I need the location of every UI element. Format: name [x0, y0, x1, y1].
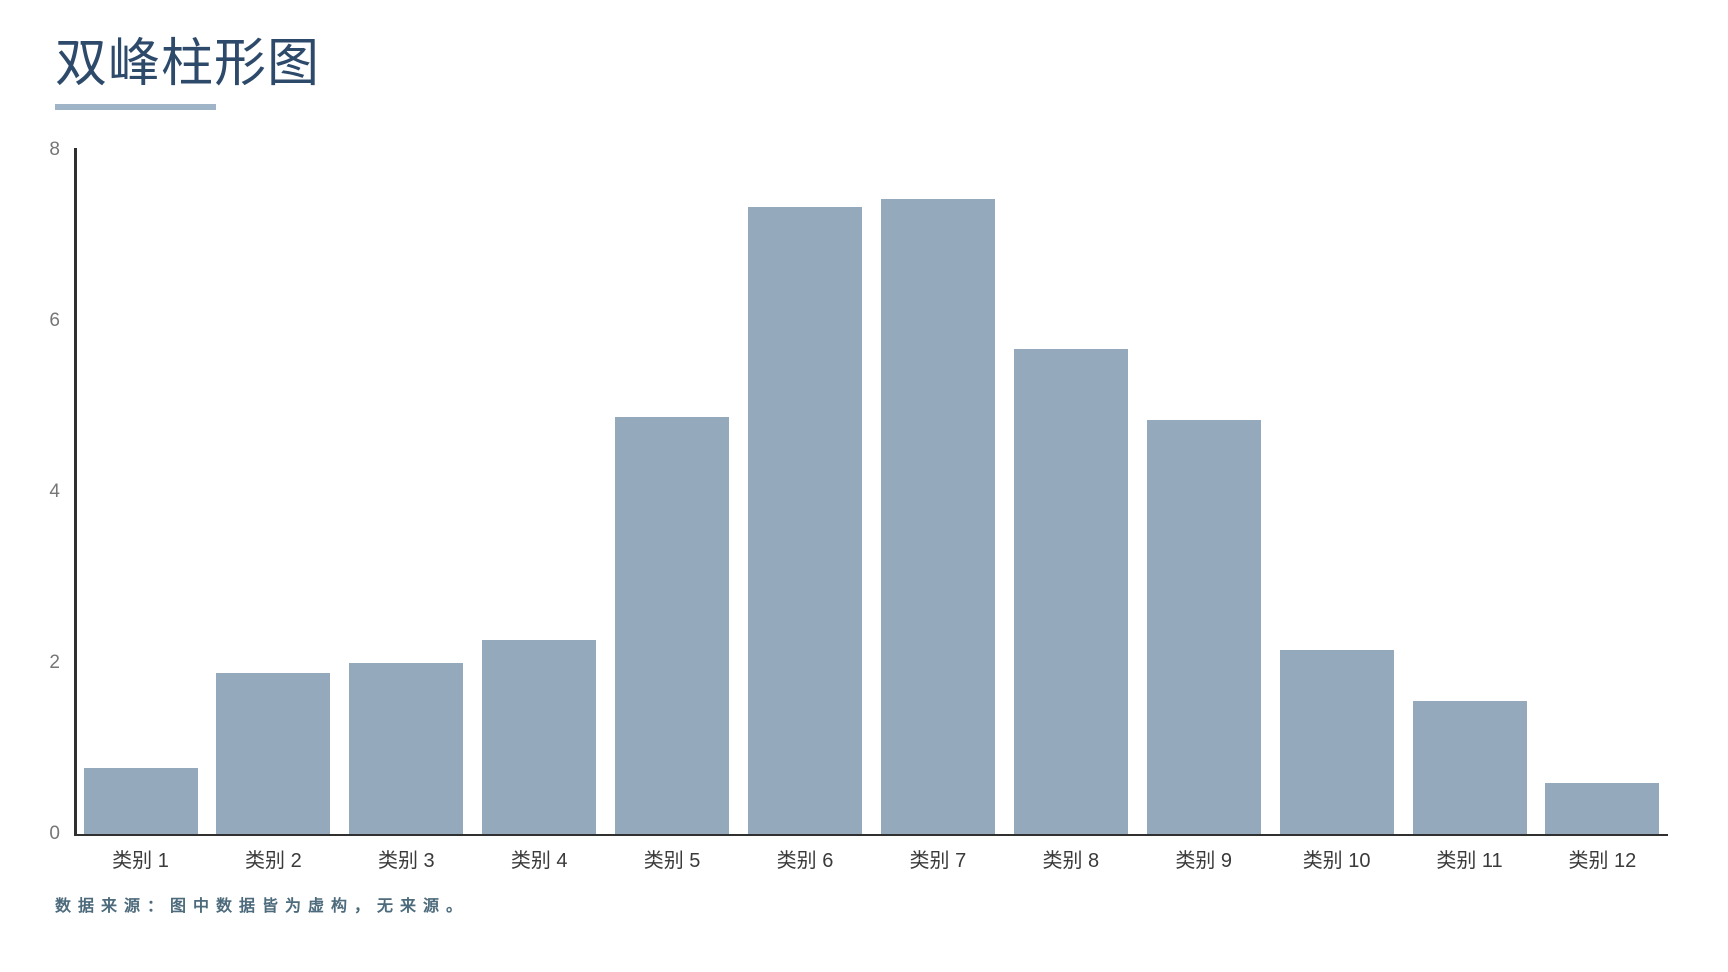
- title-underline: [55, 104, 216, 110]
- source-note: 数据来源：图中数据皆为虚构，无来源。: [55, 898, 470, 915]
- x-axis-label: 类别 3: [377, 850, 435, 872]
- bar: [349, 663, 464, 834]
- x-axis-label: 类别 10: [1302, 850, 1371, 872]
- y-axis-tick-label: 8: [49, 139, 60, 160]
- x-axis-line: [74, 833, 1668, 836]
- bar: [615, 416, 730, 834]
- x-axis-label: 类别 7: [909, 850, 967, 872]
- x-axis-label: 类别 8: [1042, 850, 1100, 872]
- bar: [482, 639, 597, 834]
- y-axis-tick-label: 0: [49, 823, 60, 844]
- bar: [1146, 420, 1261, 834]
- bar: [1545, 782, 1660, 834]
- bar: [1013, 349, 1128, 834]
- x-axis-label: 类别 6: [776, 850, 834, 872]
- x-axis-label: 类别 4: [510, 850, 568, 872]
- bar: [1279, 650, 1394, 834]
- x-axis-label: 类别 5: [643, 850, 701, 872]
- x-axis-label: 类别 9: [1175, 850, 1233, 872]
- x-axis-label: 类别 2: [245, 850, 302, 872]
- bar: [83, 768, 198, 834]
- x-axis-label: 类别 12: [1568, 850, 1637, 872]
- x-axis-label: 类别 1: [112, 850, 169, 872]
- y-axis-tick-label: 2: [49, 652, 60, 673]
- y-axis-line: [74, 148, 77, 836]
- bar: [1412, 700, 1527, 834]
- y-axis-tick-label: 4: [49, 481, 60, 502]
- bar: [880, 198, 995, 834]
- x-axis-label: 类别 11: [1436, 850, 1503, 872]
- chart-title: 双峰柱形图: [55, 35, 321, 93]
- bar: [748, 207, 862, 834]
- y-axis-tick-label: 6: [49, 310, 60, 331]
- bar: [216, 673, 331, 834]
